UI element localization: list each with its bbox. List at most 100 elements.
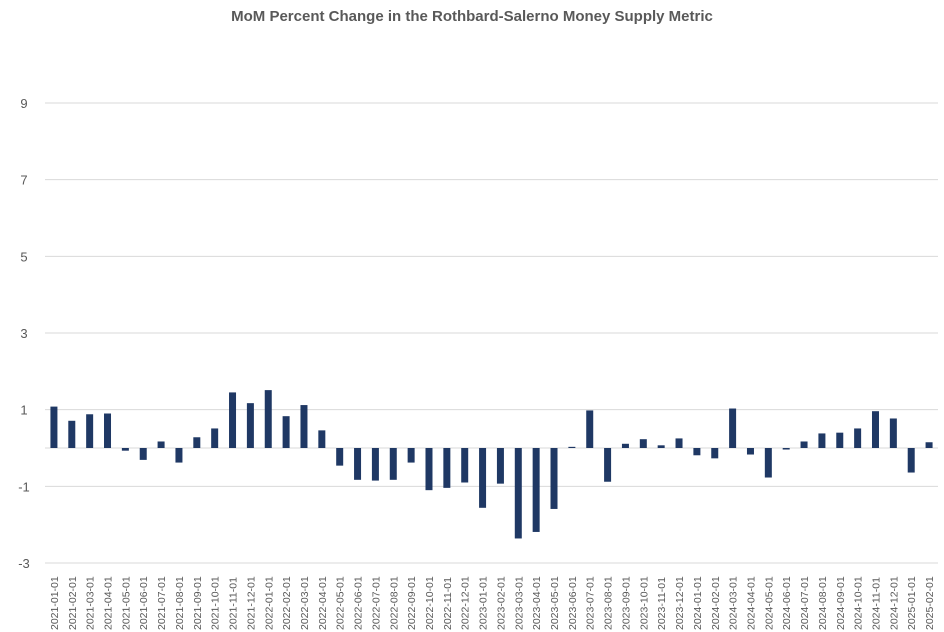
bar [193, 437, 201, 448]
x-tick-label: 2023-06-01 [567, 576, 579, 630]
x-tick-label: 2022-10-01 [424, 576, 436, 630]
x-tick-label: 2021-01-01 [49, 576, 61, 630]
bar [907, 448, 915, 473]
x-tick-label: 2022-05-01 [335, 576, 347, 630]
bar [496, 448, 504, 484]
bar [336, 448, 344, 466]
x-tick-label: 2021-11-01 [228, 577, 240, 630]
x-tick-label: 2022-07-01 [370, 576, 382, 630]
bar [586, 410, 594, 448]
x-tick-label: 2022-08-01 [388, 576, 400, 630]
bar [657, 445, 665, 448]
y-tick-label: 9 [20, 96, 27, 111]
x-tick-label: 2025-02-01 [924, 576, 936, 630]
bar [639, 439, 647, 448]
y-tick-label: 7 [20, 173, 27, 188]
bar [407, 448, 415, 463]
x-tick-label: 2021-08-01 [174, 576, 186, 630]
bar [818, 433, 826, 448]
bar [854, 428, 862, 448]
x-tick-label: 2024-12-01 [888, 576, 900, 630]
x-tick-label: 2023-03-01 [513, 576, 525, 630]
x-tick-label: 2024-10-01 [853, 576, 865, 630]
bar [389, 448, 397, 480]
x-tick-label: 2021-05-01 [120, 576, 132, 630]
x-tick-label: 2023-10-01 [638, 576, 650, 630]
bar [86, 414, 94, 448]
x-tick-label: 2022-12-01 [460, 576, 472, 630]
bar [300, 405, 308, 448]
x-tick-label: 2023-07-01 [585, 576, 597, 630]
bar [157, 441, 165, 448]
x-tick-label: 2024-06-01 [781, 576, 793, 630]
x-tick-label: 2025-01-01 [906, 576, 918, 630]
bar [729, 408, 737, 448]
x-tick-label: 2021-07-01 [156, 576, 168, 630]
y-tick-label: -1 [18, 479, 30, 494]
x-tick-label: 2021-06-01 [138, 576, 150, 630]
bar [746, 448, 754, 455]
bar [514, 448, 522, 539]
x-tick-label: 2024-05-01 [763, 576, 775, 630]
bar [479, 448, 487, 508]
bar [461, 448, 469, 483]
bar [568, 446, 576, 448]
bar [925, 442, 933, 448]
x-tick-label: 2023-01-01 [478, 576, 490, 630]
bar [50, 406, 58, 448]
bar [264, 390, 272, 448]
bar [175, 448, 183, 463]
x-tick-label: 2024-11-01 [870, 577, 882, 630]
x-tick-label: 2022-01-01 [263, 576, 275, 630]
x-tick-label: 2023-09-01 [620, 576, 632, 630]
x-tick-label: 2022-03-01 [299, 576, 311, 630]
bar [354, 448, 362, 480]
x-tick-label: 2022-09-01 [406, 576, 418, 630]
x-tick-label: 2022-02-01 [281, 576, 293, 630]
x-tick-label: 2021-04-01 [103, 576, 115, 630]
y-tick-label: 5 [20, 249, 27, 264]
x-tick-label: 2022-04-01 [317, 576, 329, 630]
bar [121, 448, 129, 451]
x-tick-label: 2023-04-01 [531, 576, 543, 630]
bar [782, 448, 790, 450]
x-tick-label: 2024-08-01 [817, 576, 829, 630]
x-tick-label: 2022-11-01 [442, 577, 454, 630]
x-tick-label: 2024-04-01 [745, 576, 757, 630]
bar [425, 448, 433, 491]
x-tick-label: 2023-02-01 [495, 576, 507, 630]
bar [550, 448, 558, 509]
y-tick-label: -3 [18, 556, 30, 571]
bar [68, 420, 76, 448]
y-tick-label: 1 [20, 403, 27, 418]
bar [871, 411, 879, 448]
y-tick-label: 3 [20, 326, 27, 341]
bar [604, 448, 612, 482]
bar [836, 432, 844, 448]
x-tick-label: 2024-02-01 [710, 576, 722, 630]
x-tick-label: 2022-06-01 [353, 576, 365, 630]
bar [282, 416, 290, 448]
x-tick-label: 2021-09-01 [192, 576, 204, 630]
bar [675, 438, 683, 448]
x-tick-label: 2023-05-01 [549, 576, 561, 630]
x-tick-label: 2024-03-01 [728, 576, 740, 630]
bar [711, 448, 719, 459]
bar [532, 448, 540, 532]
x-tick-label: 2021-12-01 [245, 576, 257, 630]
x-tick-label: 2021-02-01 [67, 576, 79, 630]
x-tick-label: 2024-01-01 [692, 576, 704, 630]
bar [889, 418, 897, 448]
bar [211, 428, 219, 448]
bar [800, 441, 808, 448]
bar [229, 392, 237, 448]
bar [104, 413, 112, 448]
x-tick-label: 2024-07-01 [799, 576, 811, 630]
bar [246, 403, 254, 448]
x-tick-label: 2023-11-01 [656, 577, 668, 630]
x-tick-label: 2021-03-01 [85, 576, 97, 630]
bar [693, 448, 701, 456]
x-tick-label: 2023-08-01 [603, 576, 615, 630]
bar [318, 430, 326, 448]
